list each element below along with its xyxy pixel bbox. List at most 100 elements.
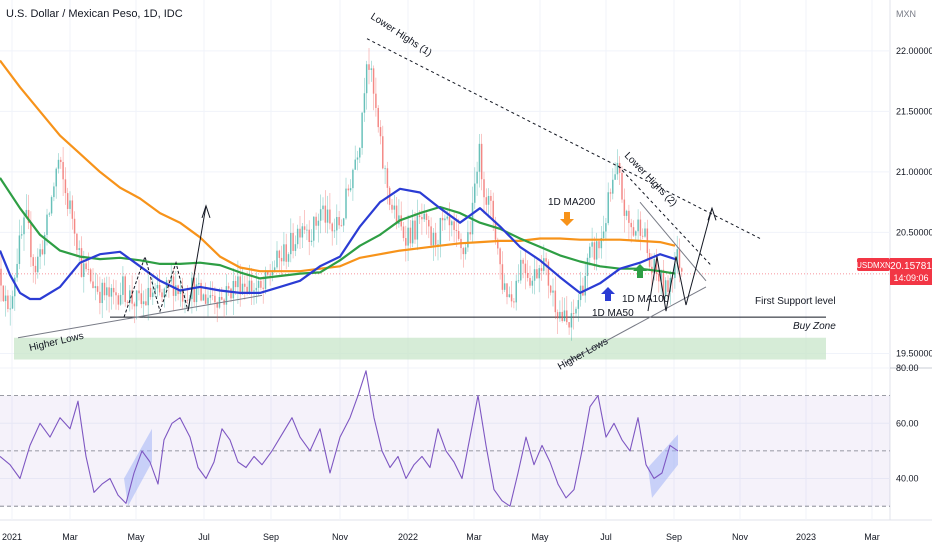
rsi-tick-label: 40.00 xyxy=(896,474,919,484)
candle-body xyxy=(186,299,189,301)
candle-body xyxy=(230,288,232,299)
candle-body xyxy=(232,280,235,299)
candle-body xyxy=(262,287,264,289)
candle-body xyxy=(108,287,110,297)
candle-body xyxy=(480,143,483,180)
time-tick-label: Mar xyxy=(466,532,482,542)
candle-body xyxy=(147,287,149,306)
candle-body xyxy=(175,285,177,296)
candle-body xyxy=(506,283,508,298)
candle-body xyxy=(540,268,543,271)
candle-body xyxy=(446,216,448,219)
candle-body xyxy=(168,280,170,282)
candle-body xyxy=(577,300,580,309)
candle-body xyxy=(269,274,271,276)
lower-highs-1-trendline xyxy=(366,38,761,239)
candle-body xyxy=(589,246,591,258)
candle-body xyxy=(306,229,308,231)
candle-body xyxy=(356,157,359,160)
candle-body xyxy=(48,213,51,215)
time-tick-label: Jul xyxy=(198,532,210,542)
candle-body xyxy=(163,288,166,298)
candle-body xyxy=(152,292,154,298)
candle-body xyxy=(497,239,499,249)
candle-body xyxy=(547,261,550,286)
candle-body xyxy=(342,218,345,226)
candle-body xyxy=(294,244,297,251)
candle-body xyxy=(545,258,547,262)
candle-body xyxy=(432,232,435,246)
candle-body xyxy=(499,248,501,265)
candle-body xyxy=(430,226,432,246)
candle-body xyxy=(625,210,628,216)
candle-body xyxy=(405,238,407,246)
candle-body xyxy=(296,228,299,245)
candle-body xyxy=(200,282,202,301)
candle-body xyxy=(85,263,87,270)
candle-body xyxy=(359,147,361,158)
candle-body xyxy=(508,294,511,298)
candle-body xyxy=(453,221,455,230)
candle-body xyxy=(290,232,292,255)
candle-body xyxy=(64,179,67,194)
candle-body xyxy=(336,217,338,231)
ma200-label: 1D MA200 xyxy=(548,197,596,208)
candle-body xyxy=(515,280,517,303)
candle-body xyxy=(322,205,324,210)
candle-body xyxy=(253,290,255,292)
candle-body xyxy=(529,277,531,286)
candle-body xyxy=(561,311,563,321)
candle-body xyxy=(566,310,568,323)
candle-body xyxy=(66,193,69,209)
candle-body xyxy=(425,213,428,220)
candle-body xyxy=(115,292,117,296)
ma100-arrow-icon xyxy=(633,264,647,278)
candle-body xyxy=(209,295,212,298)
candle-body xyxy=(324,205,327,223)
candle-body xyxy=(630,222,632,228)
candle-body xyxy=(492,200,494,222)
candle-body xyxy=(531,280,534,286)
candle-body xyxy=(11,296,14,309)
candle-body xyxy=(308,229,310,242)
candle-body xyxy=(612,179,614,194)
candle-body xyxy=(669,277,672,292)
candle-body xyxy=(444,218,446,221)
time-tick-label: Sep xyxy=(666,532,682,542)
candle-body xyxy=(671,277,674,279)
candle-body xyxy=(329,209,331,224)
candle-body xyxy=(69,200,71,209)
symbol-badge-text: USDMXN xyxy=(856,261,891,270)
rsi-layer xyxy=(0,370,890,507)
candle-body xyxy=(331,223,333,232)
candle-body xyxy=(198,282,200,285)
candle-body xyxy=(27,209,30,224)
candle-body xyxy=(593,242,596,260)
candle-body xyxy=(154,288,156,293)
candle-body xyxy=(225,286,228,305)
candle-body xyxy=(632,227,635,236)
candle-body xyxy=(572,313,575,314)
candle-body xyxy=(681,268,683,272)
candle-body xyxy=(299,228,301,238)
price-tick-label: 19.50000 xyxy=(896,348,932,358)
ma200-arrow-icon xyxy=(560,212,574,226)
candle-body xyxy=(20,234,23,236)
candle-body xyxy=(628,210,630,223)
candle-body xyxy=(37,256,39,273)
time-tick-label: Nov xyxy=(732,532,749,542)
candle-body xyxy=(483,179,485,198)
rsi-channel-1 xyxy=(124,428,152,507)
candle-body xyxy=(503,283,506,290)
candles-layer[interactable] xyxy=(0,48,683,341)
candle-body xyxy=(99,291,101,304)
candle-body xyxy=(124,276,126,302)
candle-body xyxy=(271,271,274,276)
candle-body xyxy=(667,280,669,292)
candle-body xyxy=(7,295,9,309)
candle-body xyxy=(110,287,113,297)
candle-body xyxy=(407,227,409,246)
candle-body xyxy=(416,215,419,240)
candle-body xyxy=(474,183,476,203)
candle-body xyxy=(131,290,133,304)
